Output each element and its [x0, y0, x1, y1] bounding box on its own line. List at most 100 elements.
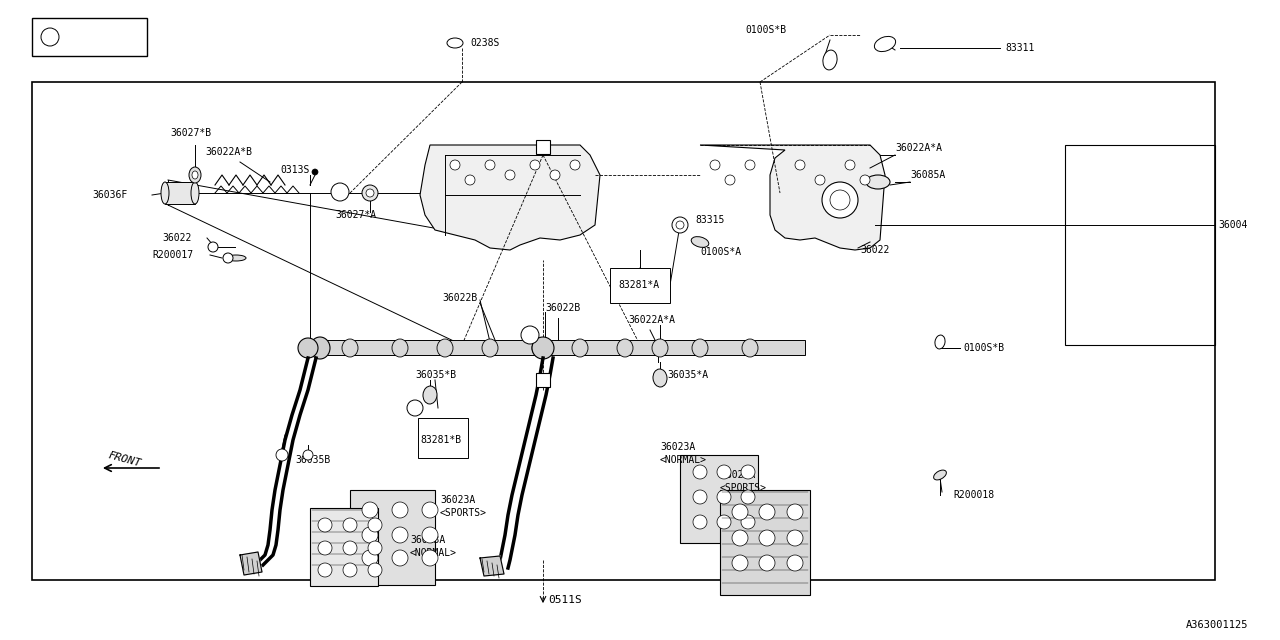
Circle shape	[787, 555, 803, 571]
Circle shape	[422, 527, 438, 543]
Bar	[536, 373, 550, 387]
Text: <SPORTS>: <SPORTS>	[719, 483, 767, 493]
Ellipse shape	[161, 182, 169, 204]
Ellipse shape	[653, 369, 667, 387]
Text: <NORMAL>: <NORMAL>	[410, 548, 457, 558]
Circle shape	[845, 160, 855, 170]
Circle shape	[741, 465, 755, 479]
Circle shape	[343, 518, 357, 532]
Circle shape	[741, 515, 755, 529]
Ellipse shape	[310, 337, 330, 359]
Text: 36023A: 36023A	[719, 470, 755, 480]
Circle shape	[451, 160, 460, 170]
Ellipse shape	[652, 339, 668, 357]
Circle shape	[822, 182, 858, 218]
Circle shape	[369, 541, 381, 555]
Text: 36085A: 36085A	[910, 170, 945, 180]
Ellipse shape	[392, 339, 408, 357]
Circle shape	[692, 490, 707, 504]
Text: 83281*A: 83281*A	[618, 280, 659, 290]
Text: 83311: 83311	[1005, 43, 1034, 53]
Circle shape	[530, 160, 540, 170]
Circle shape	[392, 527, 408, 543]
Text: 36027*B: 36027*B	[170, 128, 211, 138]
Circle shape	[407, 400, 422, 416]
Circle shape	[41, 28, 59, 46]
Circle shape	[362, 550, 378, 566]
Circle shape	[676, 221, 684, 229]
Text: R200018: R200018	[954, 490, 995, 500]
Text: A: A	[540, 142, 547, 152]
Circle shape	[860, 175, 870, 185]
Circle shape	[312, 169, 317, 175]
Text: 0313S: 0313S	[280, 165, 310, 175]
Circle shape	[710, 160, 719, 170]
Polygon shape	[700, 145, 884, 250]
Ellipse shape	[692, 339, 708, 357]
Bar	[680, 455, 758, 543]
Circle shape	[787, 530, 803, 546]
Text: FRONT: FRONT	[106, 450, 142, 468]
Text: 0100S*B: 0100S*B	[963, 343, 1004, 353]
Text: 36036F: 36036F	[92, 190, 128, 200]
Bar	[719, 490, 810, 595]
Text: 36027*A: 36027*A	[335, 210, 376, 220]
Text: 1: 1	[527, 330, 532, 340]
Ellipse shape	[867, 175, 890, 189]
Circle shape	[506, 170, 515, 180]
Text: 36004: 36004	[1219, 220, 1248, 230]
Text: 1: 1	[412, 403, 417, 413]
Circle shape	[732, 530, 748, 546]
Text: 83315: 83315	[695, 215, 724, 225]
Circle shape	[343, 541, 357, 555]
Text: <NORMAL>: <NORMAL>	[660, 455, 707, 465]
Circle shape	[717, 465, 731, 479]
Circle shape	[521, 326, 539, 344]
Ellipse shape	[189, 167, 201, 183]
Circle shape	[422, 550, 438, 566]
Text: 36022B: 36022B	[443, 293, 477, 303]
Circle shape	[672, 217, 689, 233]
Ellipse shape	[742, 339, 758, 357]
Circle shape	[759, 504, 774, 520]
Ellipse shape	[532, 339, 548, 357]
Ellipse shape	[617, 339, 634, 357]
Circle shape	[787, 504, 803, 520]
Bar	[349, 490, 435, 585]
Circle shape	[366, 189, 374, 197]
Bar	[419, 418, 468, 458]
Circle shape	[741, 490, 755, 504]
Circle shape	[485, 160, 495, 170]
Circle shape	[362, 185, 378, 201]
Text: 36023A: 36023A	[410, 535, 445, 545]
Ellipse shape	[192, 171, 198, 179]
Circle shape	[362, 527, 378, 543]
Circle shape	[732, 504, 748, 520]
Circle shape	[343, 563, 357, 577]
Ellipse shape	[483, 339, 498, 357]
Circle shape	[745, 160, 755, 170]
Circle shape	[550, 170, 561, 180]
Ellipse shape	[422, 386, 436, 404]
Circle shape	[369, 518, 381, 532]
Circle shape	[465, 175, 475, 185]
Ellipse shape	[691, 237, 709, 248]
Bar	[32, 82, 1215, 580]
Text: 36022B: 36022B	[545, 303, 580, 313]
Circle shape	[207, 242, 218, 252]
Ellipse shape	[874, 36, 896, 52]
Text: 0100S*B: 0100S*B	[745, 25, 786, 35]
Text: 36023A: 36023A	[660, 442, 695, 452]
Ellipse shape	[342, 339, 358, 357]
Circle shape	[392, 550, 408, 566]
Bar	[165, 182, 195, 204]
Ellipse shape	[447, 38, 463, 48]
Text: 0227S: 0227S	[64, 31, 101, 44]
Ellipse shape	[532, 337, 554, 359]
Bar	[310, 508, 378, 586]
Circle shape	[717, 490, 731, 504]
Text: 36022: 36022	[860, 245, 890, 255]
Text: 0238S: 0238S	[470, 38, 499, 48]
Circle shape	[369, 563, 381, 577]
Circle shape	[276, 449, 288, 461]
